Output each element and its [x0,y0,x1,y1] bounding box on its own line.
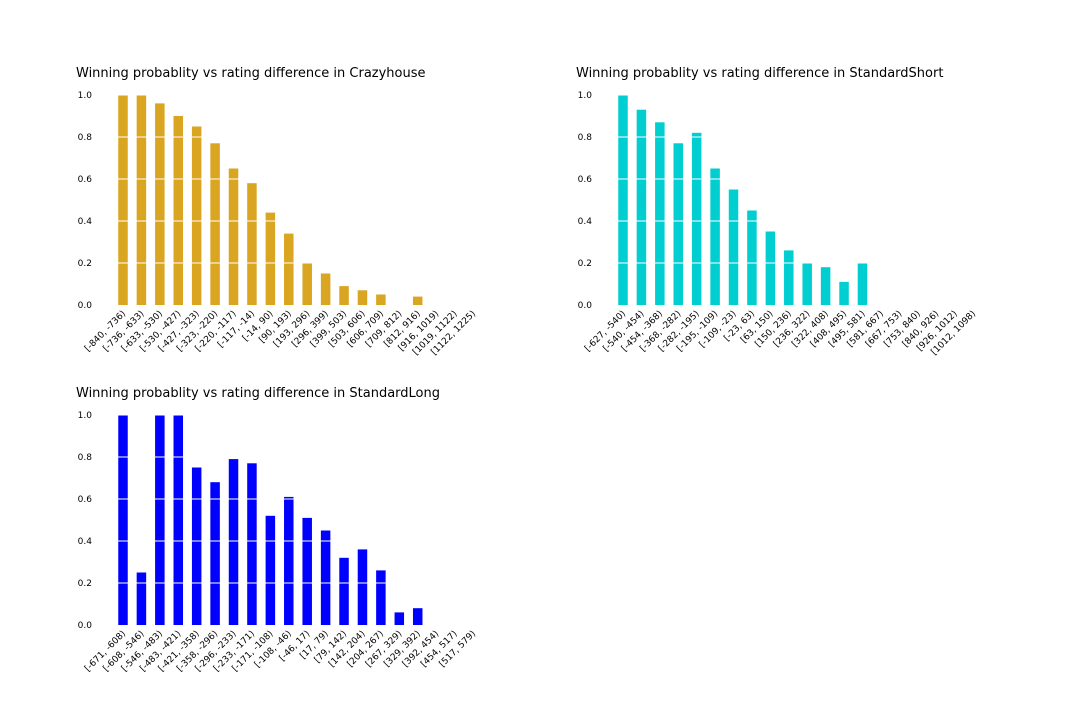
bar [284,496,294,625]
bar [265,515,276,625]
chart-title: Winning probablity vs rating difference … [76,386,440,401]
y-tick-label: 0.0 [578,301,593,311]
bar [302,517,312,625]
bar [376,570,386,625]
bar-chart-crazyhouse: 0.00.20.40.60.81.0[-840, -736)[-736, -63… [78,91,506,358]
bar [765,231,776,305]
bar [320,530,331,625]
bar [320,273,331,305]
bar [302,263,312,305]
bar [155,415,165,625]
bar [247,183,257,305]
bar [747,210,757,305]
y-tick-label: 0.4 [578,217,593,227]
bar [191,126,202,305]
y-tick-label: 0.4 [78,217,93,227]
bar [136,95,147,305]
bar [636,109,647,305]
bar [857,263,868,305]
bar [412,608,423,625]
bar [118,95,128,305]
bar [784,250,794,305]
bar [118,415,128,625]
bar [728,189,739,305]
y-tick-label: 1.0 [578,91,593,101]
bar [284,233,294,305]
y-tick-label: 0.8 [78,133,93,143]
bar [191,467,202,625]
y-tick-label: 0.6 [78,495,93,505]
bar [339,286,349,305]
chart-title: Winning probablity vs rating difference … [76,66,426,81]
bar [228,459,239,625]
y-tick-label: 0.6 [78,175,93,185]
bar [802,263,812,305]
bar [618,95,628,305]
y-tick-label: 0.6 [578,175,593,185]
bar [247,463,257,625]
bar [710,168,720,305]
bar [655,122,665,305]
y-tick-label: 0.0 [78,301,93,311]
y-tick-label: 0.2 [78,259,92,269]
bar [839,281,849,305]
y-tick-label: 0.8 [578,133,593,143]
y-tick-label: 1.0 [78,91,93,101]
chart-title: Winning probablity vs rating difference … [576,66,944,81]
bar [136,572,147,625]
bar-chart-standardlong: 0.00.20.40.60.81.0[-671, -608)[-608, -54… [78,411,506,674]
y-tick-label: 0.4 [78,537,93,547]
bar [210,143,220,305]
y-tick-label: 0.2 [578,259,592,269]
bar [412,296,423,305]
bar [265,212,276,305]
y-tick-label: 1.0 [78,411,93,421]
bar [357,549,368,625]
y-tick-label: 0.2 [78,579,92,589]
bar [173,415,184,625]
bar [673,143,684,305]
y-tick-label: 0.0 [78,621,93,631]
bar [173,116,184,305]
bar [820,267,831,305]
y-tick-label: 0.8 [78,453,93,463]
bar [394,612,405,625]
bar [210,482,220,625]
bar [376,294,386,305]
bar [155,103,165,306]
bar [691,132,702,305]
bar [357,290,368,305]
bar [339,557,349,625]
bar-chart-standardshort: 0.00.20.40.60.81.0[-627, -540)[-540, -45… [578,91,1006,358]
bar [228,168,239,305]
